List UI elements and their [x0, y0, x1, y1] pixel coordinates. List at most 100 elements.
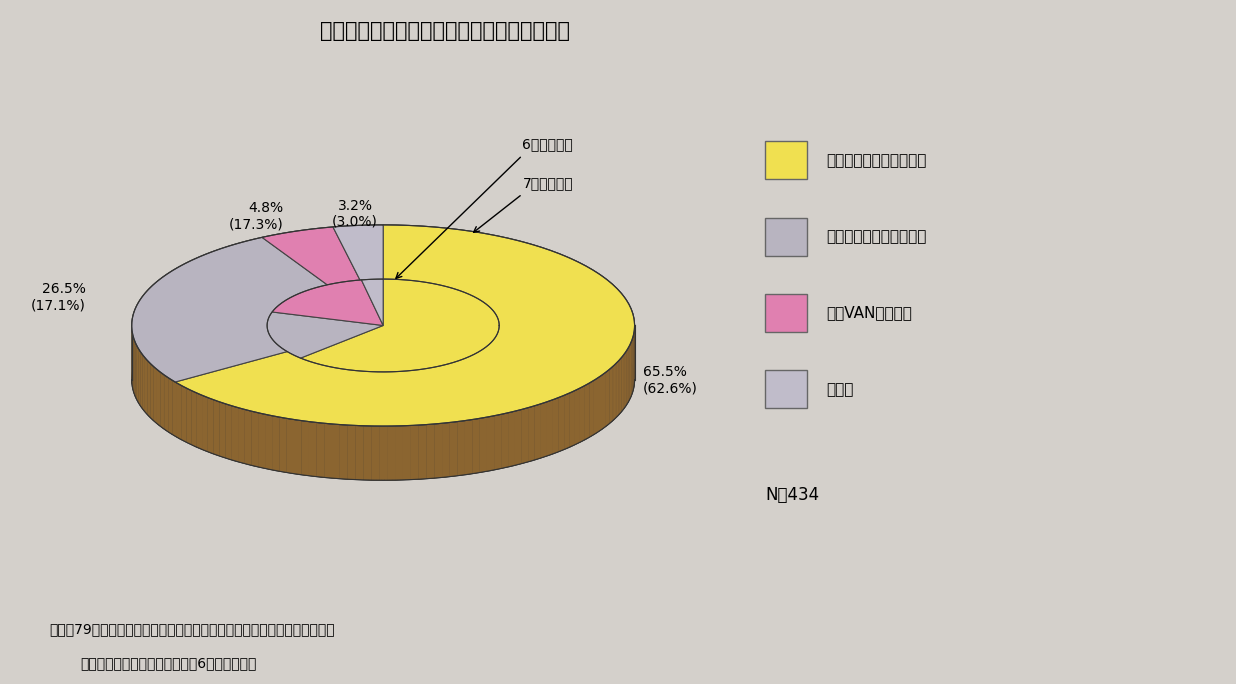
- Polygon shape: [464, 358, 465, 397]
- Polygon shape: [552, 399, 555, 454]
- Polygon shape: [494, 415, 502, 470]
- Polygon shape: [188, 389, 190, 444]
- Polygon shape: [168, 378, 172, 434]
- Polygon shape: [405, 425, 408, 479]
- Polygon shape: [371, 426, 379, 480]
- Polygon shape: [290, 353, 292, 393]
- Polygon shape: [413, 370, 415, 409]
- Polygon shape: [489, 343, 491, 383]
- Polygon shape: [428, 368, 431, 407]
- Polygon shape: [445, 423, 447, 477]
- Polygon shape: [358, 371, 361, 410]
- Polygon shape: [424, 425, 426, 479]
- Polygon shape: [352, 370, 356, 409]
- Text: 26.5%
(17.1%): 26.5% (17.1%): [31, 282, 87, 312]
- Polygon shape: [564, 395, 566, 449]
- Polygon shape: [182, 386, 183, 440]
- Polygon shape: [375, 372, 377, 410]
- Polygon shape: [355, 371, 357, 410]
- Polygon shape: [546, 401, 549, 456]
- Polygon shape: [135, 342, 137, 399]
- Polygon shape: [176, 225, 634, 426]
- Polygon shape: [392, 426, 396, 480]
- Polygon shape: [450, 421, 457, 477]
- Polygon shape: [221, 402, 224, 458]
- Polygon shape: [440, 365, 441, 405]
- Polygon shape: [489, 416, 492, 471]
- Polygon shape: [363, 425, 366, 480]
- Polygon shape: [403, 425, 410, 480]
- Polygon shape: [366, 371, 367, 410]
- Polygon shape: [475, 353, 476, 393]
- Polygon shape: [460, 421, 462, 475]
- Polygon shape: [363, 371, 367, 410]
- Polygon shape: [218, 401, 220, 456]
- Polygon shape: [601, 375, 602, 430]
- Polygon shape: [286, 351, 288, 391]
- Polygon shape: [337, 368, 340, 407]
- Polygon shape: [382, 372, 384, 410]
- Polygon shape: [574, 391, 575, 445]
- Polygon shape: [305, 360, 308, 399]
- Polygon shape: [302, 358, 305, 398]
- Polygon shape: [177, 383, 182, 440]
- Polygon shape: [528, 406, 535, 462]
- Polygon shape: [580, 387, 581, 443]
- Polygon shape: [452, 363, 454, 402]
- Polygon shape: [491, 341, 492, 382]
- Polygon shape: [508, 412, 510, 467]
- Polygon shape: [466, 358, 467, 397]
- Polygon shape: [310, 362, 313, 402]
- Polygon shape: [350, 425, 352, 479]
- Text: 65.5%
(62.6%): 65.5% (62.6%): [643, 365, 698, 395]
- Polygon shape: [556, 397, 559, 452]
- Polygon shape: [138, 348, 140, 406]
- Polygon shape: [408, 425, 410, 479]
- Polygon shape: [232, 406, 234, 460]
- Polygon shape: [272, 280, 383, 326]
- Polygon shape: [335, 368, 339, 407]
- Polygon shape: [392, 371, 396, 410]
- Polygon shape: [501, 414, 503, 469]
- Polygon shape: [351, 370, 353, 409]
- Polygon shape: [459, 360, 461, 399]
- Polygon shape: [164, 375, 168, 432]
- Polygon shape: [345, 369, 349, 408]
- Polygon shape: [262, 227, 383, 326]
- Polygon shape: [560, 396, 562, 451]
- Polygon shape: [284, 418, 287, 473]
- Polygon shape: [178, 384, 180, 439]
- Polygon shape: [549, 400, 551, 456]
- Polygon shape: [410, 370, 414, 409]
- Text: 3.2%
(3.0%): 3.2% (3.0%): [332, 199, 378, 229]
- Polygon shape: [361, 279, 383, 326]
- Polygon shape: [519, 410, 522, 464]
- Polygon shape: [320, 365, 321, 404]
- Polygon shape: [197, 393, 199, 448]
- Polygon shape: [204, 396, 206, 451]
- Polygon shape: [456, 360, 459, 400]
- Polygon shape: [332, 424, 335, 478]
- Polygon shape: [409, 371, 412, 410]
- Polygon shape: [187, 388, 192, 445]
- Polygon shape: [151, 363, 153, 421]
- Polygon shape: [206, 397, 208, 451]
- Polygon shape: [407, 371, 410, 410]
- Polygon shape: [517, 410, 519, 464]
- Polygon shape: [366, 426, 368, 480]
- Polygon shape: [524, 408, 527, 463]
- Polygon shape: [418, 369, 421, 408]
- Polygon shape: [412, 370, 413, 409]
- Polygon shape: [342, 369, 345, 408]
- Polygon shape: [425, 369, 426, 408]
- Polygon shape: [403, 425, 405, 480]
- Polygon shape: [345, 369, 346, 408]
- Text: 4.8%
(17.3%): 4.8% (17.3%): [229, 202, 283, 232]
- Polygon shape: [400, 371, 402, 410]
- Polygon shape: [294, 419, 297, 474]
- Polygon shape: [602, 372, 606, 429]
- Polygon shape: [581, 386, 583, 441]
- Polygon shape: [132, 237, 383, 382]
- Polygon shape: [314, 363, 315, 402]
- Polygon shape: [166, 376, 167, 431]
